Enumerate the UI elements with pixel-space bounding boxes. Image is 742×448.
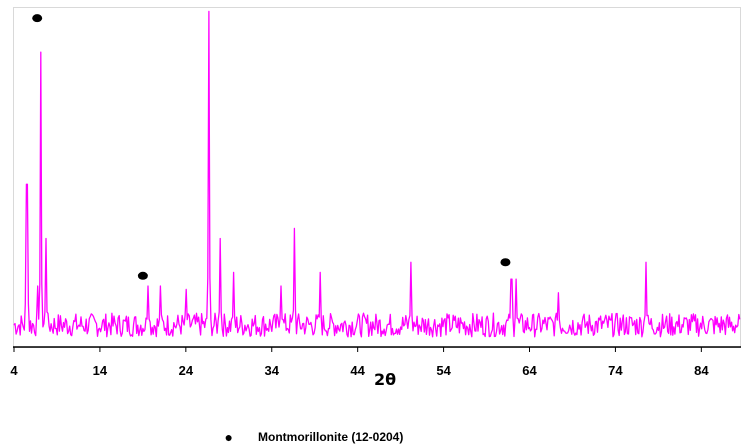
montmorillonite-marker	[500, 258, 511, 267]
x-tick-label: 64	[522, 363, 537, 378]
legend-marker-icon: ●	[225, 429, 233, 445]
legend-label: Montmorillonite (12-0204)	[258, 430, 403, 444]
x-tick-label: 34	[265, 363, 280, 378]
montmorillonite-markers	[32, 14, 511, 280]
montmorillonite-marker	[32, 14, 43, 23]
plot-frame	[13, 7, 741, 348]
diffraction-pattern-line	[13, 10, 741, 338]
x-axis-ticks: 4 14 24 34 44 54 64 74 84	[10, 347, 709, 378]
x-tick-label: 54	[436, 363, 451, 378]
x-tick-label: 24	[179, 363, 194, 378]
legend: ● Montmorillonite (12-0204)	[225, 429, 404, 445]
x-tick-label: 44	[350, 363, 365, 378]
x-tick-label: 4	[10, 363, 18, 378]
x-tick-label: 74	[608, 363, 623, 378]
x-tick-label: 84	[694, 363, 709, 378]
x-axis-title: 2θ	[374, 370, 396, 389]
x-tick-label: 14	[93, 363, 108, 378]
montmorillonite-marker	[137, 271, 148, 280]
